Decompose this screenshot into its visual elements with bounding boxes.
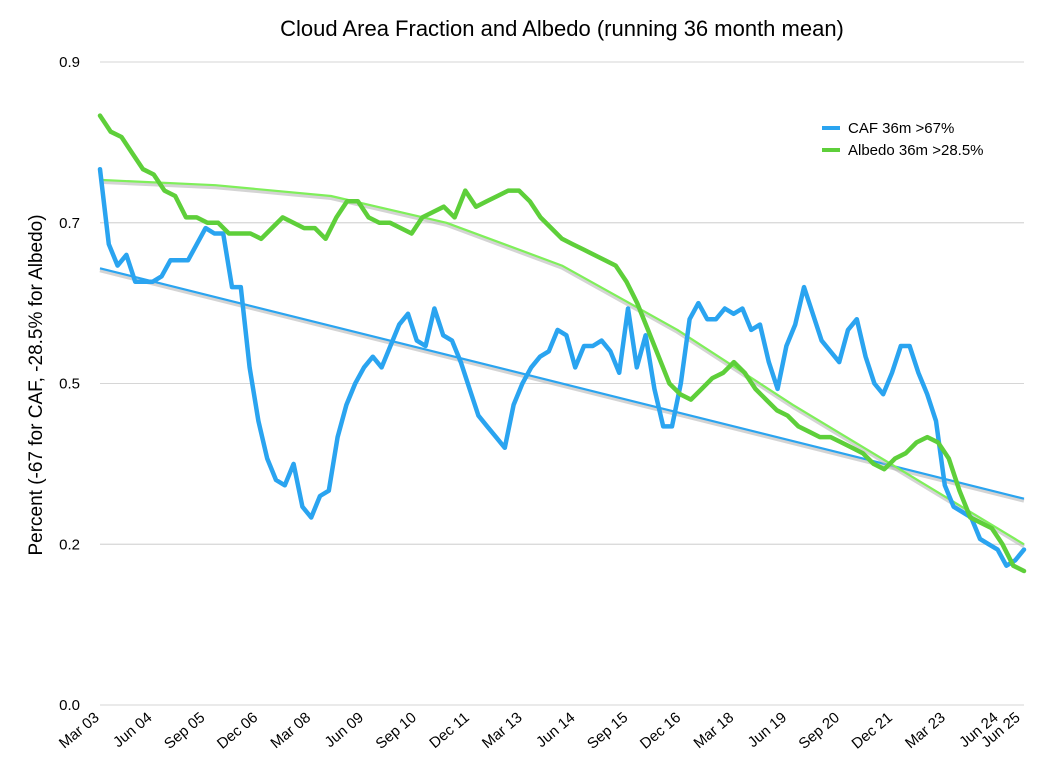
y-tick-label: 0.7 xyxy=(59,215,80,232)
y-tick-label: 0.0 xyxy=(59,697,80,714)
x-tick-label: Dec 21 xyxy=(848,709,895,753)
trend-line-shadow xyxy=(99,179,1026,549)
trend-line-albedo xyxy=(99,178,1025,546)
series-line-caf xyxy=(97,166,1027,568)
x-tick-label: Dec 11 xyxy=(426,709,472,752)
x-tick-label: Mar 08 xyxy=(267,709,314,752)
legend-label: CAF 36m >67% xyxy=(848,120,954,137)
y-tick-labels: 0.0 0.2 0.5 0.7 0.9 xyxy=(59,54,80,714)
y-tick-label: 0.5 xyxy=(59,376,80,393)
x-tick-label: Mar 18 xyxy=(690,709,737,752)
x-tick-label: Mar 23 xyxy=(902,709,949,752)
x-tick-label: Jun 14 xyxy=(533,709,578,751)
legend: CAF 36m >67% Albedo 36m >28.5% xyxy=(822,120,984,159)
x-tick-label: Jun 04 xyxy=(110,709,155,751)
x-tick-label: Dec 06 xyxy=(214,709,261,753)
x-tick-label: Mar 03 xyxy=(56,709,103,752)
x-tick-label: Sep 20 xyxy=(796,709,843,753)
legend-label: Albedo 36m >28.5% xyxy=(848,142,984,159)
chart-title: Cloud Area Fraction and Albedo (running … xyxy=(280,16,844,41)
x-tick-label: Sep 15 xyxy=(584,709,631,753)
x-tick-label: Sep 10 xyxy=(373,709,420,753)
x-tick-label: Dec 16 xyxy=(637,709,684,753)
x-tick-label: Jun 09 xyxy=(322,709,367,751)
y-axis-label: Percent (-67 for CAF, -28.5% for Albedo) xyxy=(26,214,47,555)
x-tick-labels: Mar 03 Jun 04 Sep 05 Dec 06 Mar 08 Jun 09 Sep … xyxy=(56,709,1024,753)
y-tick-label: 0.9 xyxy=(59,54,80,71)
x-tick-label: Sep 05 xyxy=(161,709,208,753)
x-tick-label: Jun 19 xyxy=(745,709,790,751)
data-series xyxy=(97,113,1027,574)
x-tick-label: Mar 13 xyxy=(479,709,526,752)
y-tick-label: 0.2 xyxy=(59,536,80,553)
series-line-albedo xyxy=(97,113,1027,574)
